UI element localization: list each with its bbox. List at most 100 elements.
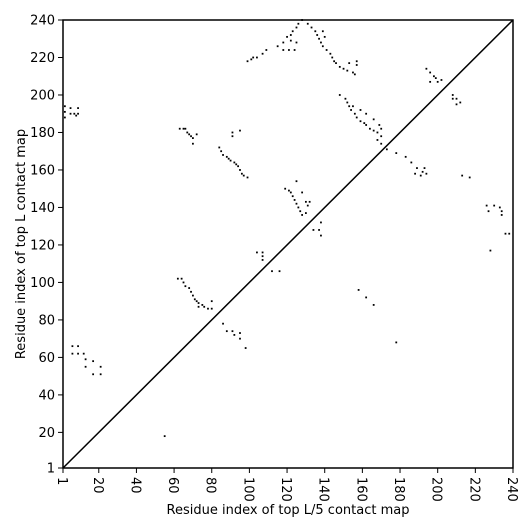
contact-point	[433, 75, 435, 78]
contact-point	[69, 107, 72, 109]
contact-point	[289, 39, 292, 42]
y-tick-label: 20	[38, 426, 55, 441]
contact-point	[92, 360, 95, 363]
contact-point	[331, 56, 334, 59]
contact-point	[338, 94, 341, 96]
contact-point	[451, 97, 454, 100]
contact-point	[423, 167, 426, 169]
contact-point	[261, 251, 264, 254]
contact-point	[63, 110, 66, 113]
contact-point	[261, 52, 264, 55]
contact-point	[237, 165, 239, 168]
contact-point	[193, 298, 196, 301]
contact-point	[329, 52, 332, 55]
contact-point	[252, 56, 255, 59]
diagonal-line	[62, 19, 514, 469]
x-tick-label: 160	[353, 477, 368, 502]
contact-point	[365, 296, 368, 299]
contact-point	[291, 30, 294, 33]
contact-point	[348, 105, 351, 108]
contact-point	[410, 161, 413, 164]
y-tick-label: 60	[38, 351, 55, 366]
y-tick-label: 140	[30, 201, 55, 216]
contact-point	[186, 131, 189, 134]
contact-point	[71, 352, 74, 355]
x-tick-label: 140	[316, 477, 331, 502]
contact-point	[436, 80, 439, 83]
contact-point	[77, 352, 79, 355]
contact-point	[425, 67, 428, 70]
contact-point	[338, 65, 341, 68]
contact-point	[404, 155, 407, 158]
contact-point	[312, 229, 315, 231]
contact-point	[434, 77, 437, 80]
contact-point	[231, 135, 234, 138]
contact-point	[461, 174, 464, 177]
contact-point	[306, 22, 309, 25]
contact-point	[355, 64, 358, 66]
contact-point	[380, 127, 383, 130]
contact-point	[320, 234, 322, 237]
contact-point	[69, 112, 72, 115]
contact-point	[297, 206, 300, 209]
contact-point	[353, 112, 356, 115]
contact-point	[304, 212, 307, 214]
contact-point	[225, 330, 228, 333]
contact-point	[468, 176, 471, 179]
contact-point	[380, 135, 383, 138]
contact-point	[63, 116, 66, 119]
contact-point	[306, 204, 309, 207]
contact-point	[293, 199, 296, 201]
contact-point	[320, 41, 322, 44]
contact-point	[310, 26, 313, 29]
contact-point	[355, 60, 358, 63]
contact-point	[99, 365, 102, 368]
contact-point	[229, 159, 232, 162]
contact-point	[288, 49, 290, 51]
contact-point	[363, 122, 366, 124]
contact-point	[256, 56, 258, 59]
contact-point	[416, 167, 418, 169]
contact-point	[192, 142, 194, 145]
contact-point	[239, 129, 241, 132]
contact-point	[380, 142, 383, 145]
contact-point	[75, 114, 78, 117]
contact-point	[372, 118, 375, 121]
contact-point	[508, 232, 511, 235]
y-tick-label: 180	[30, 126, 55, 141]
contact-point	[276, 45, 279, 48]
contact-point	[346, 101, 349, 104]
contact-point	[291, 195, 294, 198]
contact-point	[357, 289, 360, 291]
contact-point	[359, 120, 362, 123]
contact-point	[184, 127, 187, 130]
y-tick-label: 240	[30, 14, 55, 29]
contact-point	[372, 304, 375, 306]
contact-point	[369, 127, 371, 130]
contact-point	[414, 172, 416, 175]
contact-point	[487, 210, 490, 213]
y-tick-label: 80	[38, 313, 55, 328]
contact-point	[84, 358, 87, 361]
contact-point	[190, 290, 192, 293]
contact-point	[421, 170, 424, 173]
contact-point	[385, 148, 388, 151]
contact-point	[353, 73, 356, 76]
contact-point	[180, 277, 183, 280]
contact-point	[195, 133, 198, 136]
contact-point	[261, 259, 264, 261]
contact-point	[352, 105, 354, 108]
contact-point	[295, 41, 298, 44]
contact-point	[77, 107, 79, 109]
contact-point	[455, 103, 458, 106]
contact-point	[295, 26, 298, 29]
contact-point	[342, 67, 345, 70]
contact-point	[286, 35, 288, 38]
y-tick-label: 200	[30, 88, 55, 103]
contact-point	[289, 191, 292, 194]
contact-point	[284, 187, 287, 190]
contact-point	[395, 152, 398, 154]
contact-point	[459, 101, 462, 104]
y-tick-label: 220	[30, 51, 55, 66]
x-axis-label: Residue index of top L/5 contact map	[167, 503, 410, 518]
